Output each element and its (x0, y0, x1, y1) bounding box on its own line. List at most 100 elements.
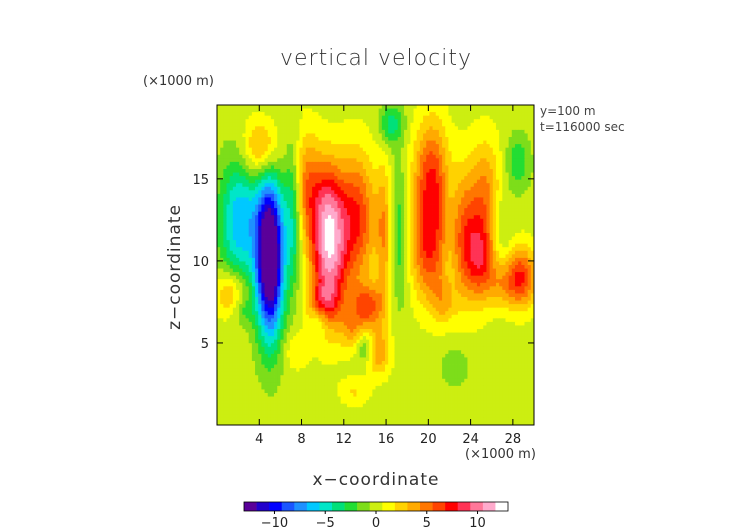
heat-cell (264, 183, 269, 188)
heat-cell (435, 225, 440, 230)
heat-cell (229, 250, 234, 255)
heat-cell (264, 257, 269, 262)
heat-cell (321, 208, 326, 213)
heat-cell (470, 161, 475, 166)
heat-cell (242, 172, 246, 177)
heat-cell (293, 208, 297, 213)
heat-cell (305, 243, 310, 248)
heat-cell (229, 129, 234, 134)
heat-cell (280, 161, 284, 166)
heat-cell (413, 144, 418, 149)
heat-cell (419, 144, 424, 149)
heat-cell (464, 279, 468, 284)
heat-cell (255, 247, 259, 252)
heat-cell (473, 201, 478, 205)
heat-cell (416, 265, 421, 269)
heat-cell (362, 183, 367, 188)
heat-cell (375, 222, 380, 227)
heat-cell (518, 233, 522, 237)
heat-cell (302, 257, 307, 262)
heat-cell (527, 265, 532, 269)
heat-cell (274, 261, 278, 266)
heat-cell (264, 151, 269, 156)
heat-cell (385, 218, 389, 223)
heat-cell (372, 211, 376, 216)
heat-cell (283, 257, 288, 262)
heat-cell (302, 140, 307, 145)
heat-cell (476, 218, 481, 223)
heat-cell (495, 268, 500, 273)
heat-cell (473, 272, 478, 277)
heat-cell (220, 201, 224, 205)
heat-cell (324, 193, 329, 198)
heat-cell (365, 254, 370, 259)
heat-cell (251, 225, 256, 230)
heat-cell (302, 201, 307, 205)
heat-cell (470, 129, 475, 134)
heat-cell (286, 243, 291, 248)
heat-cell (362, 137, 367, 141)
heat-cell (473, 108, 478, 113)
heat-cell (229, 225, 234, 230)
heat-cell (397, 147, 402, 152)
heat-cell (283, 211, 288, 216)
heat-cell (502, 225, 506, 230)
heat-cell (312, 268, 316, 273)
heat-cell (217, 126, 221, 131)
heat-cell (483, 272, 487, 277)
heat-cell (318, 211, 323, 216)
heat-cell (432, 279, 437, 284)
heat-cell (423, 172, 427, 177)
heat-cell (239, 126, 243, 131)
heat-cell (365, 247, 370, 252)
heat-cell (400, 158, 405, 163)
heat-cell (220, 165, 224, 170)
heat-cell (473, 158, 478, 163)
heat-cell (359, 165, 364, 170)
heat-cell (527, 208, 532, 213)
heat-cell (283, 254, 288, 259)
heat-cell (283, 215, 288, 220)
heat-cell (362, 151, 367, 156)
heat-cell (451, 176, 456, 181)
heat-cell (362, 261, 367, 266)
heat-cell (400, 126, 405, 131)
heat-cell (394, 154, 399, 159)
heat-cell (293, 129, 297, 134)
heat-cell (521, 268, 525, 273)
heat-cell (321, 165, 326, 170)
heat-cell (280, 140, 284, 145)
heat-cell (442, 204, 446, 209)
heat-cell (229, 144, 234, 149)
heat-cell (327, 161, 332, 166)
heat-cell (318, 265, 323, 269)
heat-cell (283, 140, 288, 145)
heat-cell (277, 122, 281, 127)
heat-cell (378, 275, 383, 280)
heat-cell (451, 250, 456, 255)
heat-cell (397, 172, 402, 177)
heat-cell (413, 201, 418, 205)
heat-cell (470, 254, 475, 259)
heat-cell (277, 279, 281, 284)
heat-cell (457, 229, 462, 234)
heat-cell (423, 218, 427, 223)
heat-cell (242, 204, 246, 209)
heat-cell (217, 247, 221, 252)
heat-cell (305, 222, 310, 227)
heat-cell (381, 279, 386, 284)
heat-cell (521, 233, 525, 237)
heat-cell (394, 201, 399, 205)
heat-cell (331, 222, 335, 227)
heat-cell (277, 151, 281, 156)
heat-cell (473, 208, 478, 213)
heat-cell (264, 112, 269, 117)
heat-cell (251, 261, 256, 266)
heat-cell (454, 208, 459, 213)
heat-cell (245, 140, 250, 145)
heat-cell (312, 218, 316, 223)
heat-cell (448, 193, 452, 198)
heat-cell (514, 208, 519, 213)
heat-cell (404, 137, 408, 141)
heat-cell (378, 137, 383, 141)
